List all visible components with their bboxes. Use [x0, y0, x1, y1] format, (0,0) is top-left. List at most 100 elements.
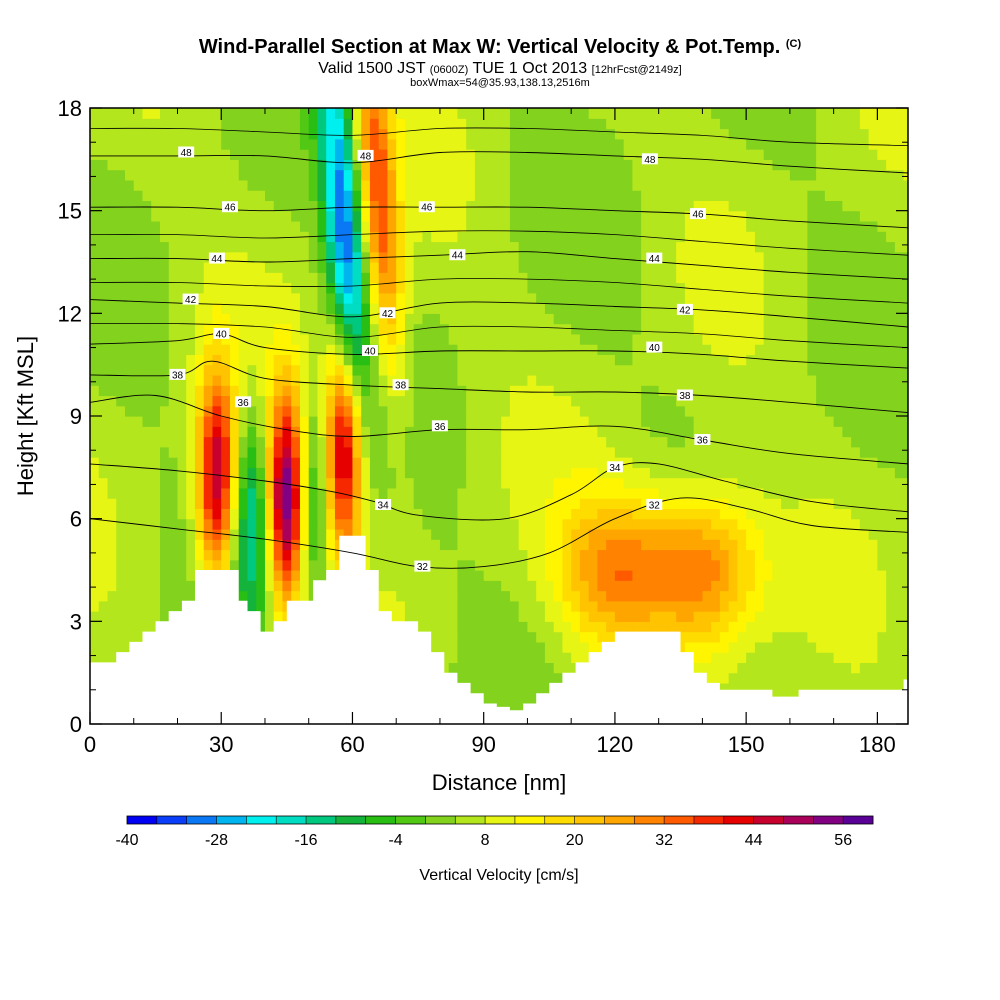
velocity-cell: [404, 580, 415, 592]
velocity-cell: [212, 559, 222, 571]
velocity-cell: [536, 600, 546, 612]
velocity-cell: [789, 385, 800, 397]
velocity-cell: [632, 498, 642, 509]
velocity-cell: [597, 467, 607, 479]
velocity-cell: [544, 210, 555, 222]
velocity-cell: [544, 611, 555, 622]
velocity-cell: [571, 611, 581, 622]
velocity-cell: [483, 621, 494, 633]
velocity-cell: [439, 446, 450, 458]
velocity-cell: [378, 262, 389, 273]
velocity-cell: [343, 621, 354, 633]
velocity-cell: [711, 169, 721, 181]
velocity-cell: [378, 251, 389, 263]
velocity-cell: [772, 190, 782, 201]
velocity-cell: [439, 528, 450, 540]
velocity-cell: [203, 220, 214, 232]
velocity-cell: [404, 662, 415, 674]
velocity-cell: [562, 631, 572, 643]
velocity-cell: [518, 179, 529, 191]
velocity-cell: [221, 241, 231, 253]
velocity-cell: [256, 590, 266, 602]
velocity-cell: [719, 621, 730, 633]
velocity-cell: [343, 231, 354, 243]
velocity-cell: [352, 292, 362, 304]
velocity-cell: [614, 323, 625, 335]
velocity-cell: [291, 251, 301, 263]
velocity-cell: [343, 426, 354, 438]
velocity-cell: [614, 539, 625, 551]
velocity-cell: [396, 703, 406, 715]
velocity-cell: [116, 590, 126, 602]
velocity-cell: [536, 570, 546, 581]
velocity-cell: [711, 128, 721, 140]
velocity-cell: [684, 641, 695, 653]
velocity-cell: [282, 570, 292, 581]
velocity-cell: [571, 292, 581, 304]
velocity-cell: [229, 149, 240, 160]
velocity-cell: [326, 621, 336, 633]
velocity-cell: [719, 487, 730, 499]
velocity-cell: [282, 682, 292, 694]
velocity-cell: [334, 190, 345, 201]
velocity-cell: [623, 220, 634, 232]
velocity-cell: [816, 713, 826, 724]
velocity-cell: [177, 570, 187, 581]
velocity-cell: [509, 128, 520, 140]
velocity-cell: [702, 426, 712, 438]
velocity-cell: [711, 559, 721, 571]
velocity-cell: [247, 652, 257, 663]
velocity-cell: [474, 611, 485, 622]
velocity-cell: [649, 611, 660, 622]
velocity-cell: [326, 600, 336, 612]
velocity-cell: [658, 570, 669, 581]
velocity-cell: [737, 590, 747, 602]
velocity-cell: [203, 703, 214, 715]
velocity-cell: [116, 118, 126, 130]
velocity-cell: [562, 498, 572, 509]
velocity-cell: [378, 446, 389, 458]
velocity-cell: [177, 313, 187, 325]
velocity-cell: [352, 303, 362, 314]
velocity-cell: [168, 313, 179, 325]
velocity-cell: [177, 323, 187, 335]
velocity-cell: [229, 200, 240, 212]
velocity-cell: [474, 559, 485, 571]
velocity-cell: [203, 405, 214, 417]
velocity-cell: [597, 159, 607, 171]
velocity-cell: [509, 313, 520, 325]
velocity-cell: [299, 457, 310, 468]
velocity-cell: [781, 303, 791, 314]
velocity-cell: [396, 559, 406, 571]
velocity-cell: [728, 262, 738, 273]
velocity-cell: [719, 528, 730, 540]
velocity-cell: [798, 292, 808, 304]
velocity-cell: [291, 179, 301, 191]
velocity-cell: [238, 570, 249, 581]
velocity-cell: [282, 262, 292, 273]
velocity-cell: [772, 128, 782, 140]
velocity-cell: [772, 508, 782, 520]
velocity-cell: [501, 446, 511, 458]
velocity-cell: [518, 210, 529, 222]
velocity-cell: [807, 682, 817, 694]
velocity-cell: [256, 149, 266, 160]
velocity-cell: [553, 395, 564, 407]
velocity-cell: [798, 641, 808, 653]
velocity-cell: [588, 262, 599, 273]
velocity-cell: [702, 272, 712, 284]
velocity-cell: [684, 374, 695, 386]
velocity-cell: [439, 385, 450, 397]
velocity-cell: [413, 703, 424, 715]
velocity-cell: [343, 405, 354, 417]
velocity-cell: [282, 385, 292, 397]
velocity-cell: [527, 539, 537, 551]
velocity-cell: [256, 600, 266, 612]
velocity-cell: [466, 374, 476, 386]
velocity-cell: [693, 292, 704, 304]
velocity-cell: [684, 446, 695, 458]
velocity-cell: [614, 580, 625, 592]
velocity-cell: [317, 539, 327, 551]
velocity-cell: [501, 662, 511, 674]
velocity-cell: [221, 385, 231, 397]
